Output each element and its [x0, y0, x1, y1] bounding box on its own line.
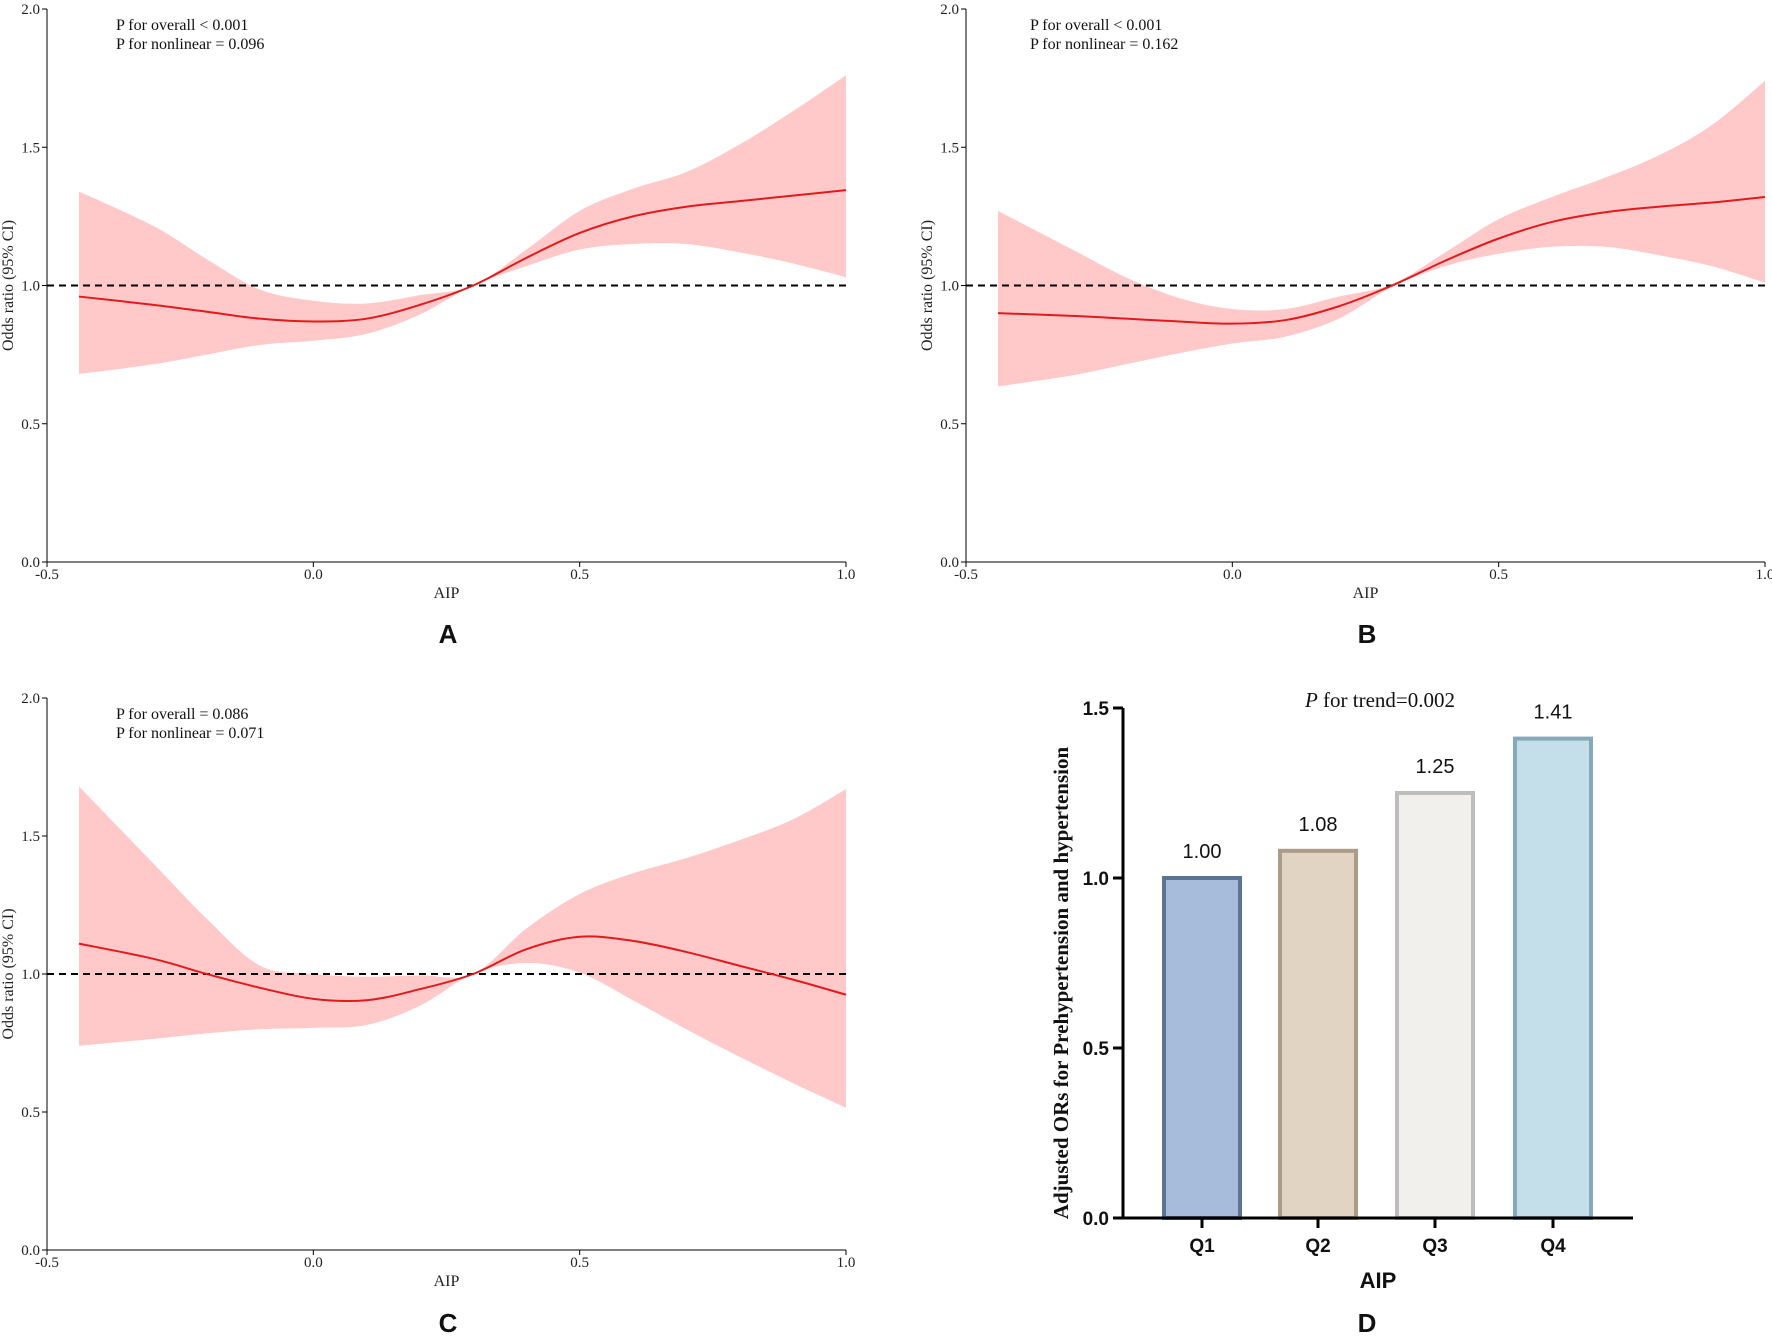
bar-value-label: 1.25 — [1416, 756, 1455, 778]
ci-band — [78, 786, 846, 1108]
x-tick-label: -0.5 — [954, 567, 978, 583]
x-axis-label: AIP — [1353, 585, 1379, 602]
p-value-annotation: P for nonlinear = 0.071 — [116, 725, 264, 742]
panel-label: C — [439, 1308, 458, 1338]
panel-label: A — [439, 619, 458, 649]
p-value-annotation: P for overall < 0.001 — [1030, 17, 1162, 34]
x-axis-label: AIP — [434, 585, 460, 602]
panel-label: B — [1358, 619, 1377, 649]
y-tick-label: 0.0 — [21, 1243, 40, 1259]
y-tick-label: 0.0 — [940, 555, 959, 571]
p-value-annotation: P for overall = 0.086 — [116, 706, 248, 723]
x-axis-label: AIP — [434, 1273, 460, 1290]
y-tick-label: 1.0 — [1083, 869, 1109, 890]
panel-label: D — [1358, 1308, 1377, 1338]
odds-ratio-curve — [997, 196, 1766, 325]
y-tick-label: 1.5 — [21, 829, 40, 845]
y-tick-label: 0.5 — [21, 1105, 40, 1121]
y-tick-label: 0.0 — [21, 555, 40, 571]
bar-value-label: 1.00 — [1183, 841, 1222, 863]
y-tick-label: 2.0 — [940, 2, 959, 18]
y-axis-label: Odds ratio (95% CI) — [919, 220, 936, 351]
x-tick-label: 0.0 — [304, 1255, 323, 1271]
x-tick-label: 1.0 — [1756, 567, 1772, 583]
y-tick-label: 0.5 — [21, 417, 40, 433]
y-axis-label: Adjusted ORs for Prehypertension and hyp… — [1049, 747, 1073, 1220]
x-tick-label: Q3 — [1422, 1236, 1447, 1257]
y-tick-label: 2.0 — [21, 2, 40, 18]
x-tick-label: -0.5 — [35, 567, 59, 583]
ci-band — [78, 75, 846, 374]
x-tick-label: 1.0 — [837, 567, 856, 583]
y-tick-label: 1.5 — [940, 140, 959, 156]
bar-panel-d: 1.00 1.08 1.25 1.41 0.0 0.5 1.0 1.5 Q1 Q2 Q3 Q4 AIP A… — [1049, 688, 1633, 1338]
ci-band — [997, 80, 1765, 387]
bar-q3 — [1395, 791, 1475, 1220]
trend-title-rest: for trend=0.002 — [1318, 688, 1455, 712]
bar-q4 — [1513, 736, 1593, 1220]
y-tick-label: 1.5 — [1083, 699, 1110, 720]
odds-ratio-curve — [78, 189, 847, 323]
p-value-annotation: P for nonlinear = 0.162 — [1030, 36, 1178, 53]
y-tick-label: 0.5 — [940, 417, 959, 433]
y-tick-label: 1.0 — [21, 279, 40, 295]
trend-title-p: P — [1304, 688, 1318, 712]
x-tick-label: 0.5 — [570, 1255, 589, 1271]
y-tick-label: 2.0 — [21, 691, 40, 707]
x-tick-label: Q2 — [1305, 1236, 1330, 1257]
y-axis-label: Odds ratio (95% CI) — [0, 220, 17, 351]
x-tick-label: 0.5 — [1489, 567, 1508, 583]
y-tick-label: 1.0 — [940, 279, 959, 295]
odds-ratio-curve — [78, 935, 847, 1003]
p-value-annotation: P for overall < 0.001 — [116, 17, 248, 34]
x-tick-label: Q4 — [1540, 1236, 1566, 1257]
y-tick-label: 1.5 — [21, 140, 40, 156]
y-tick-label: 0.0 — [1083, 1209, 1109, 1230]
y-tick-label: 0.5 — [1083, 1039, 1110, 1060]
y-axis-label: Odds ratio (95% CI) — [0, 908, 17, 1039]
bar-value-label: 1.41 — [1534, 702, 1573, 724]
x-tick-label: -0.5 — [35, 1255, 59, 1271]
bar-q2 — [1278, 848, 1358, 1220]
x-axis-label: AIP — [1360, 1268, 1397, 1293]
trend-title: P for trend=0.002 — [1304, 688, 1455, 712]
x-tick-label: 0.5 — [570, 567, 589, 583]
x-tick-label: Q1 — [1189, 1236, 1215, 1257]
y-tick-label: 1.0 — [21, 967, 40, 983]
bar-value-label: 1.08 — [1299, 814, 1338, 836]
x-tick-label: 1.0 — [837, 1255, 856, 1271]
p-value-annotation: P for nonlinear = 0.096 — [116, 36, 264, 53]
bar-q1 — [1162, 876, 1242, 1220]
x-tick-label: 0.0 — [304, 567, 323, 583]
x-tick-label: 0.0 — [1223, 567, 1242, 583]
